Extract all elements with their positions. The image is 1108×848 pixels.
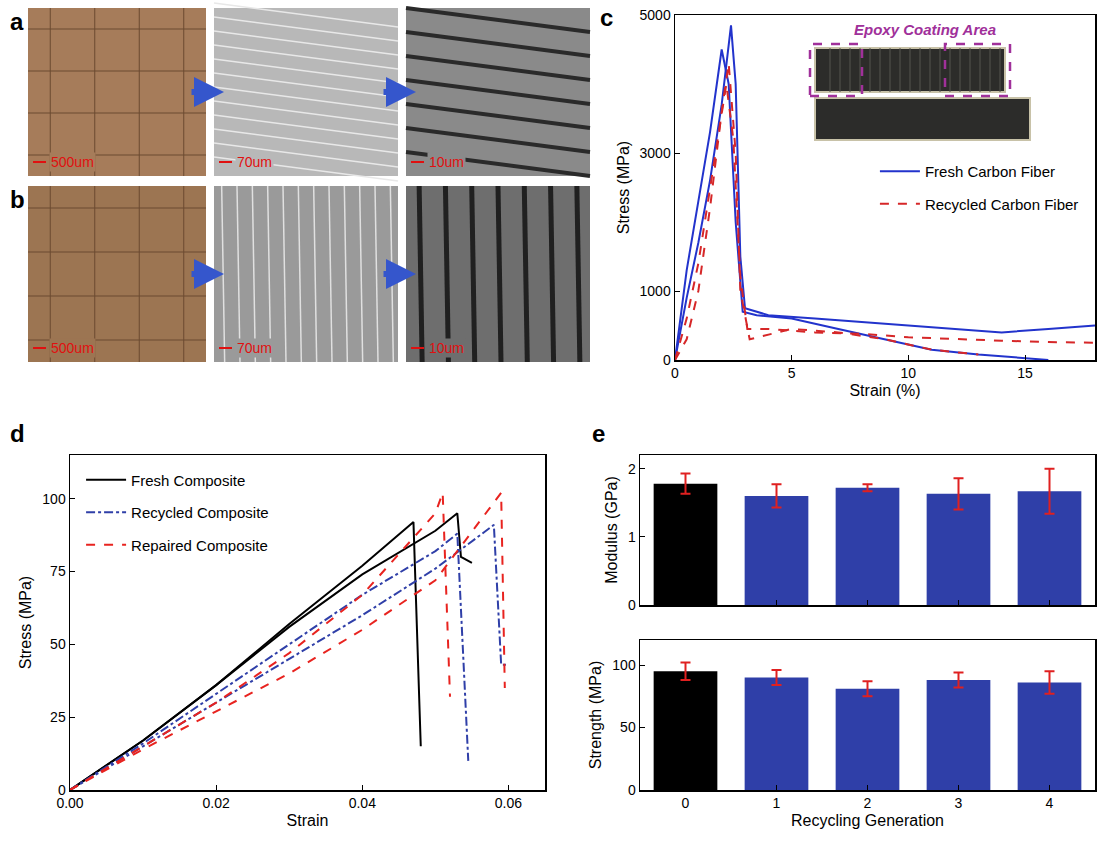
- svg-text:10: 10: [901, 365, 917, 381]
- svg-text:c: c: [600, 4, 613, 31]
- svg-text:0: 0: [671, 365, 679, 381]
- svg-text:Stress (MPa): Stress (MPa): [615, 141, 632, 234]
- svg-text:d: d: [10, 420, 25, 447]
- svg-text:10um: 10um: [429, 154, 464, 170]
- svg-text:2: 2: [628, 461, 636, 477]
- svg-text:5000: 5000: [640, 7, 671, 23]
- svg-text:70um: 70um: [237, 340, 272, 356]
- svg-text:70um: 70um: [237, 154, 272, 170]
- svg-text:0.02: 0.02: [203, 795, 230, 811]
- svg-text:Strain (%): Strain (%): [849, 382, 920, 399]
- svg-text:0.00: 0.00: [56, 795, 83, 811]
- svg-text:0: 0: [628, 782, 636, 798]
- svg-text:e: e: [592, 420, 605, 447]
- svg-text:100: 100: [42, 491, 66, 507]
- svg-text:Recycled Carbon Fiber: Recycled Carbon Fiber: [925, 196, 1078, 213]
- svg-text:0: 0: [682, 795, 690, 811]
- svg-text:Recycling Generation: Recycling Generation: [791, 812, 944, 829]
- svg-text:2: 2: [864, 795, 872, 811]
- svg-text:Epoxy Coating Area: Epoxy Coating Area: [854, 21, 996, 38]
- svg-text:1: 1: [628, 529, 636, 545]
- svg-text:1: 1: [773, 795, 781, 811]
- svg-text:75: 75: [50, 563, 66, 579]
- svg-text:4: 4: [1046, 795, 1054, 811]
- svg-text:Strain: Strain: [287, 812, 329, 829]
- svg-text:Recycled Composite: Recycled Composite: [131, 504, 269, 521]
- svg-text:500um: 500um: [51, 340, 94, 356]
- svg-text:Modulus (GPa): Modulus (GPa): [603, 476, 620, 584]
- svg-text:50: 50: [50, 636, 66, 652]
- svg-text:10um: 10um: [429, 340, 464, 356]
- svg-text:15: 15: [1017, 365, 1033, 381]
- svg-text:0: 0: [628, 597, 636, 613]
- svg-text:1000: 1000: [640, 283, 671, 299]
- svg-text:Strength (MPa): Strength (MPa): [587, 661, 604, 769]
- svg-text:5: 5: [788, 365, 796, 381]
- svg-text:Fresh Carbon Fiber: Fresh Carbon Fiber: [925, 163, 1055, 180]
- svg-text:0: 0: [663, 352, 671, 368]
- svg-text:500um: 500um: [51, 154, 94, 170]
- svg-text:50: 50: [620, 719, 636, 735]
- svg-text:100: 100: [612, 657, 636, 673]
- svg-text:3000: 3000: [640, 145, 671, 161]
- svg-text:a: a: [10, 8, 24, 35]
- svg-text:25: 25: [50, 709, 66, 725]
- svg-text:0: 0: [58, 782, 66, 798]
- svg-text:Stress (MPa): Stress (MPa): [17, 576, 34, 669]
- svg-text:Repaired Composite: Repaired Composite: [131, 537, 268, 554]
- svg-text:0.04: 0.04: [349, 795, 376, 811]
- svg-text:0.06: 0.06: [495, 795, 522, 811]
- svg-text:Fresh Composite: Fresh Composite: [131, 472, 245, 489]
- svg-text:b: b: [10, 186, 25, 213]
- svg-text:3: 3: [955, 795, 963, 811]
